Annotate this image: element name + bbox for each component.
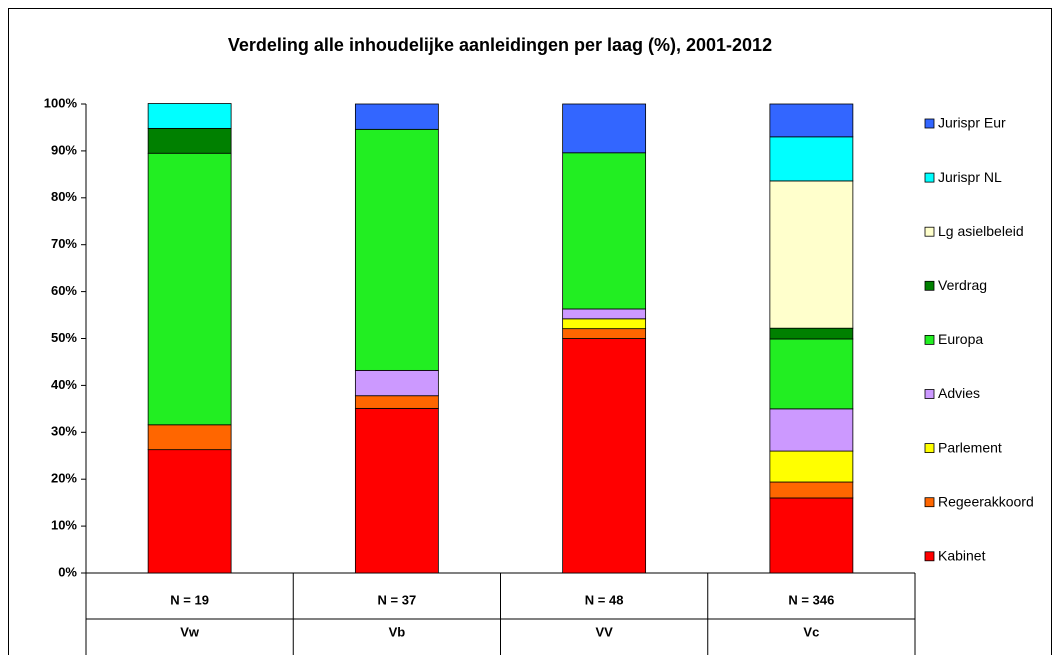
x-tick-label: Vb — [389, 624, 406, 639]
bar-segment — [562, 152, 647, 310]
legend-label: Regeerakkoord — [938, 493, 1034, 509]
legend-label: Advies — [938, 385, 980, 401]
bar-segment — [769, 327, 854, 340]
y-tick-label: 0% — [58, 564, 77, 579]
chart-title: Verdeling alle inhoudelijke aanleidingen… — [228, 35, 772, 55]
legend-swatch — [924, 443, 935, 454]
legend-swatch — [924, 172, 935, 183]
bar-segment — [354, 395, 439, 409]
bar-segment — [147, 103, 232, 129]
y-tick-label: 100% — [44, 95, 78, 110]
bar-segment — [562, 308, 647, 320]
x-tick-label: Vw — [180, 624, 200, 639]
bar-segment — [769, 450, 854, 483]
bar-segment — [354, 369, 439, 397]
y-tick-label: 60% — [51, 283, 77, 298]
bar-segment — [354, 407, 439, 574]
bar-segment — [147, 424, 232, 451]
legend-swatch — [924, 118, 935, 129]
bar-segment — [769, 136, 854, 182]
y-tick-label: 90% — [51, 142, 77, 157]
bar-segment — [147, 152, 232, 426]
bar-segment — [769, 408, 854, 452]
y-tick-label: 70% — [51, 236, 77, 251]
bar-segment — [562, 103, 647, 154]
x-tick-label: Vc — [803, 624, 819, 639]
legend-label: Europa — [938, 331, 983, 347]
x-tick-label: VV — [595, 624, 613, 639]
bar-segment — [769, 103, 854, 138]
bar-segment — [769, 481, 854, 499]
y-tick-label: 80% — [51, 189, 77, 204]
legend-swatch — [924, 551, 935, 562]
n-label: N = 37 — [378, 592, 417, 607]
bar-segment — [354, 128, 439, 371]
n-label: N = 19 — [170, 592, 209, 607]
bar-segment — [562, 328, 647, 339]
bar-segment — [562, 338, 647, 574]
y-tick-label: 10% — [51, 518, 77, 533]
y-tick-label: 20% — [51, 471, 77, 486]
bar-segment — [769, 497, 854, 574]
bar-segment — [769, 338, 854, 410]
y-tick-label: 40% — [51, 377, 77, 392]
legend-label: Verdrag — [938, 277, 987, 293]
legend-label: Kabinet — [938, 548, 986, 564]
legend-label: Jurispr NL — [938, 169, 1002, 185]
n-label: N = 346 — [788, 592, 834, 607]
bar-segment — [354, 103, 439, 130]
bar-segment — [769, 180, 854, 329]
n-label: N = 48 — [585, 592, 624, 607]
y-tick-label: 50% — [51, 330, 77, 345]
legend-label: Lg asielbeleid — [938, 223, 1024, 239]
legend-swatch — [924, 497, 935, 508]
legend-swatch — [924, 280, 935, 291]
bar-segment — [147, 449, 232, 574]
legend-label: Jurispr Eur — [938, 115, 1006, 131]
bar-segment — [562, 318, 647, 330]
legend-swatch — [924, 226, 935, 237]
legend-swatch — [924, 389, 935, 399]
legend-swatch — [924, 334, 935, 345]
legend-label: Parlement — [938, 439, 1002, 455]
y-tick-label: 30% — [51, 424, 77, 439]
bar-segment — [147, 127, 232, 154]
